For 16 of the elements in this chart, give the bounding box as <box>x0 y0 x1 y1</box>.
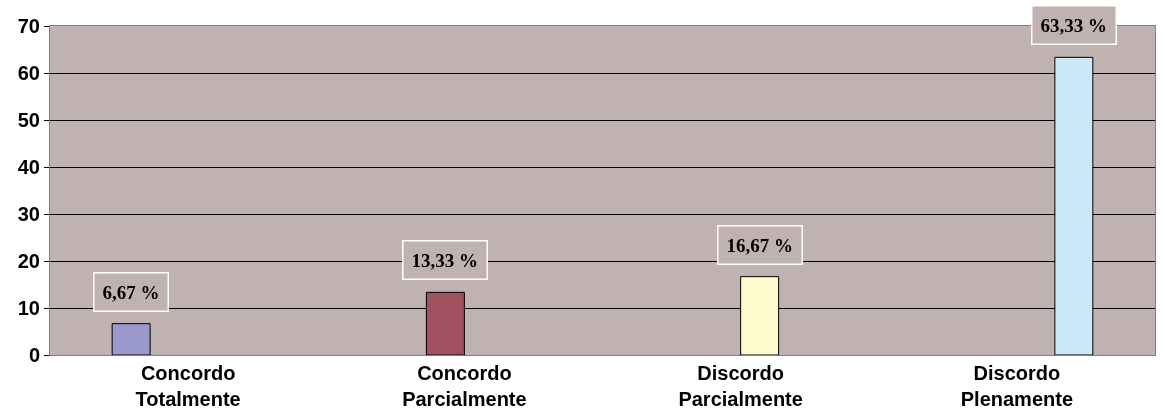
x-tick-label: Concordo Parcialmente <box>402 362 527 410</box>
data-label: 13,33 % <box>411 249 478 271</box>
y-tick-label: 30 <box>17 203 40 225</box>
y-tick-label: 0 <box>28 344 40 366</box>
y-tick-label: 60 <box>17 62 40 84</box>
y-tick-label: 40 <box>17 156 40 178</box>
data-label: 63,33 % <box>1040 14 1107 36</box>
x-tick-label: Discordo Plenamente <box>960 362 1074 410</box>
y-tick-label: 50 <box>17 109 40 131</box>
x-tick-label: Discordo Parcialmente <box>678 362 803 410</box>
data-label: 6,67 % <box>102 281 160 303</box>
data-label: 16,67 % <box>726 234 793 256</box>
y-tick-label: 70 <box>17 15 40 37</box>
x-tick-label: Concordo Totalmente <box>135 362 241 410</box>
y-tick-label: 10 <box>17 297 40 319</box>
y-tick-label: 20 <box>17 250 40 272</box>
